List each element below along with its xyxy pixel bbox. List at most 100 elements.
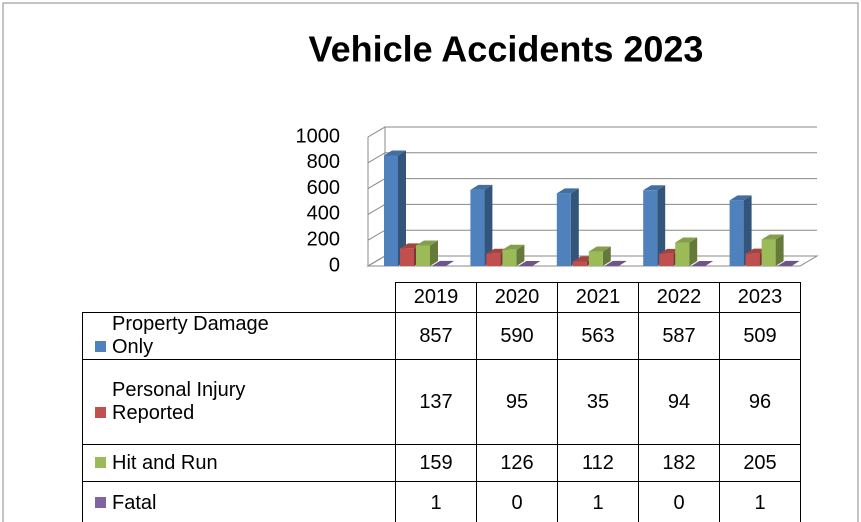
bar-front [384,155,398,266]
bar-side [398,150,406,266]
grid-line [367,152,817,164]
value-cell: 0 [638,481,720,522]
bar-side [516,244,525,266]
bar [777,260,800,267]
bar-front [761,239,776,266]
legend-key [95,496,106,508]
bar [384,150,406,266]
bar-top [502,244,525,250]
chart-title: Vehicle Accidents 2023 [309,29,704,70]
bar-front [643,190,658,266]
bar-side [743,195,752,266]
bar-front [675,242,690,266]
bar-front [416,245,430,266]
bar-top [416,240,438,246]
legend-label: Property Damage Only [112,313,269,358]
y-tick-label: 200 [307,228,340,250]
bar-front [470,189,485,266]
bar-side [430,240,438,266]
y-tick-label: 1000 [296,125,341,147]
legend-label: Fatal [112,491,157,514]
y-tick-label: 0 [329,254,340,276]
value-cell: 95 [476,359,558,445]
bar-top [556,188,579,194]
bar-side [775,234,784,266]
bar-top [643,185,666,191]
bar-side [446,260,454,266]
bar-top [777,260,800,266]
value-cell: 0 [476,481,558,522]
legend-key [95,341,106,352]
bar-front [518,266,533,267]
table-row: Hit and Run 159 126 112 182 205 [82,444,801,482]
bar [470,184,493,266]
value-cell: 159 [395,444,477,482]
table-row: Property Damage Only 857 590 563 587 509 [82,312,801,360]
bar-top [588,246,611,252]
value-cell: 112 [557,444,639,482]
bar-front [777,265,792,267]
bar-front [745,253,760,266]
bar-top [675,237,698,243]
bar-front [691,266,706,267]
header-row: 2019 2020 2021 2022 2023 [83,282,801,313]
bar-front [659,253,674,266]
x-tick-label: 2021 [557,282,639,313]
value-cell: 1 [719,481,801,522]
x-tick-label: 2020 [476,282,558,313]
bar [729,195,752,266]
bar-side [689,237,698,266]
row-label: Property Damage Only [82,312,396,360]
value-cell: 205 [719,444,801,482]
bar-side [657,185,666,266]
bar-side [791,260,800,266]
bar-side [618,260,627,266]
bar [502,244,525,266]
value-cell: 96 [719,359,801,445]
table-row: Fatal 1 0 1 0 1 [82,481,801,522]
bar [643,185,666,266]
bar-top [432,260,454,266]
bar-front [486,253,501,266]
bar [604,260,627,267]
x-tick-label: 2022 [638,282,720,313]
bar-side [484,184,493,266]
bar-front [556,193,571,266]
bar-front [572,261,587,266]
bar [691,261,714,267]
row-label: Personal Injury Reported [82,359,396,445]
value-cell: 126 [476,444,558,482]
bar-side [570,188,579,266]
table-row: Personal Injury Reported 137 95 35 94 96 [82,359,801,445]
bar-top [400,243,422,249]
value-cell: 1 [395,481,477,522]
bar [588,246,611,266]
y-tick-label: 800 [307,151,340,173]
bar [675,237,698,266]
x-tick-label: 2023 [719,282,801,313]
bar-side [602,246,611,266]
bar [556,188,579,266]
legend-label: Hit and Run [112,451,218,474]
bar [432,260,454,267]
bar-top [518,261,541,266]
corner-cell [83,283,396,313]
bar-front [588,251,603,266]
bar-top [691,261,714,266]
grid-line [367,126,817,138]
bar [761,234,784,266]
x-tick-label: 2019 [395,282,477,313]
bar-top [470,184,493,190]
bar [518,261,541,267]
value-cell: 35 [557,359,639,445]
value-cell: 590 [476,312,558,360]
data-table: 2019 2020 2021 2022 2023 Property Damage Only… [82,282,801,522]
bar-front [604,265,619,267]
bar-front [729,200,744,266]
bar-front [400,248,414,266]
bar [416,240,438,266]
legend-key [95,407,106,418]
value-cell: 137 [395,359,477,445]
